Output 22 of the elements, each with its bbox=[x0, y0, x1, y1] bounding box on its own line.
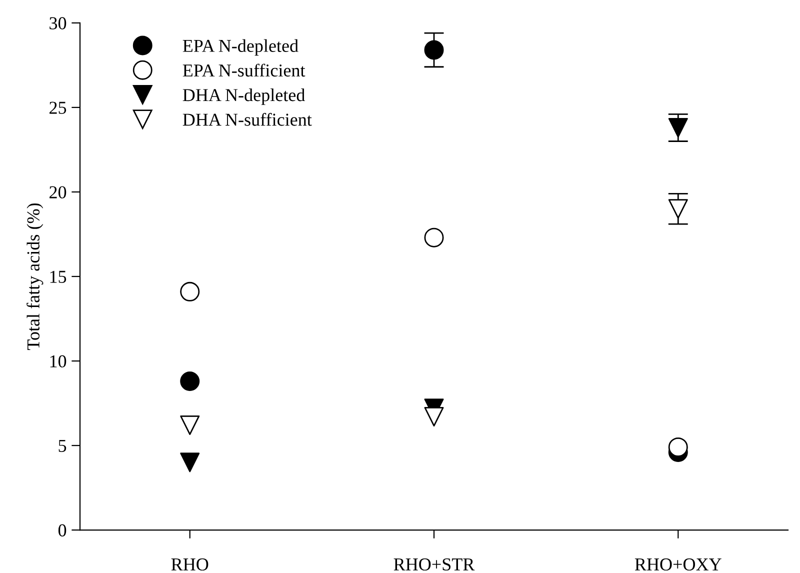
x-tick-label: RHO bbox=[171, 558, 208, 571]
y-tick-label: 20 bbox=[50, 186, 66, 198]
point bbox=[424, 407, 444, 427]
legend-label: EPA N-depleted bbox=[182, 39, 298, 56]
y-tick-label: 15 bbox=[50, 270, 66, 283]
y-tick-label: 0 bbox=[58, 524, 66, 536]
x-tick-label: RHO+OXY bbox=[634, 558, 722, 571]
point bbox=[668, 199, 688, 219]
y-tick-label: 25 bbox=[50, 102, 66, 114]
point bbox=[180, 452, 200, 472]
point bbox=[668, 118, 688, 138]
y-axis-title: Total fatty acids (%) bbox=[26, 203, 44, 350]
legend-label: EPA N-sufficient bbox=[182, 64, 306, 77]
point bbox=[424, 40, 444, 60]
point bbox=[180, 372, 200, 392]
x-tick-label: RHO+STR bbox=[394, 558, 475, 571]
legend-label: DHA N-depleted bbox=[182, 88, 305, 105]
y-tick-label: 30 bbox=[50, 17, 66, 30]
y-tick-label: 5 bbox=[58, 440, 66, 452]
point bbox=[668, 437, 688, 457]
y-tick-label: 10 bbox=[50, 355, 66, 368]
legend-label: DHA N-sufficient bbox=[182, 112, 312, 126]
